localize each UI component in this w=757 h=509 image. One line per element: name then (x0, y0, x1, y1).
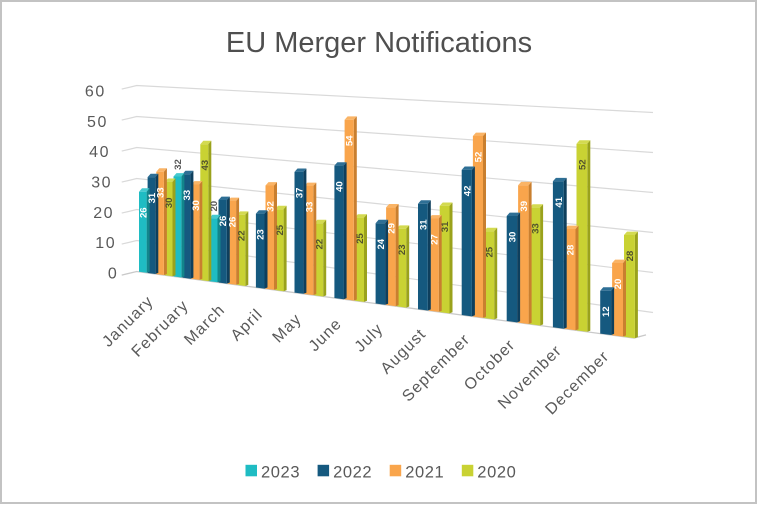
svg-text:2021: 2021 (405, 464, 444, 482)
svg-text:24: 24 (376, 238, 387, 249)
svg-text:37: 37 (295, 188, 306, 199)
svg-text:32: 32 (265, 201, 276, 212)
svg-text:20: 20 (93, 205, 114, 222)
svg-text:50: 50 (87, 114, 108, 131)
svg-text:2023: 2023 (261, 464, 300, 482)
svg-text:33: 33 (304, 202, 315, 213)
svg-text:0: 0 (108, 265, 119, 282)
svg-text:12: 12 (601, 306, 612, 317)
svg-text:54: 54 (345, 135, 356, 146)
svg-text:42: 42 (462, 186, 473, 197)
svg-text:20: 20 (613, 279, 624, 290)
svg-text:40: 40 (335, 181, 346, 192)
svg-text:22: 22 (237, 230, 248, 241)
svg-text:25: 25 (275, 224, 286, 235)
svg-text:2022: 2022 (333, 464, 372, 482)
svg-text:10: 10 (95, 235, 116, 252)
svg-text:30: 30 (191, 200, 202, 211)
svg-text:EU Merger Notifications: EU Merger Notifications (226, 27, 532, 59)
svg-text:28: 28 (566, 244, 577, 255)
svg-text:39: 39 (519, 201, 530, 212)
svg-text:25: 25 (355, 233, 366, 244)
svg-text:27: 27 (429, 234, 440, 245)
svg-text:30: 30 (164, 198, 175, 209)
svg-text:43: 43 (200, 160, 211, 171)
svg-text:33: 33 (530, 223, 541, 234)
svg-text:31: 31 (418, 219, 429, 230)
svg-text:25: 25 (485, 246, 496, 257)
svg-text:30: 30 (507, 232, 518, 243)
svg-text:41: 41 (554, 196, 565, 207)
svg-text:28: 28 (625, 250, 636, 261)
svg-text:26: 26 (227, 217, 238, 228)
svg-text:32: 32 (173, 159, 184, 170)
svg-text:23: 23 (397, 244, 408, 255)
svg-text:23: 23 (256, 229, 267, 240)
svg-text:33: 33 (182, 190, 193, 201)
svg-text:52: 52 (577, 159, 588, 170)
svg-text:26: 26 (138, 207, 149, 218)
svg-text:60: 60 (85, 84, 106, 101)
svg-text:52: 52 (473, 152, 484, 163)
svg-text:31: 31 (147, 192, 158, 203)
svg-text:29: 29 (386, 223, 397, 234)
svg-text:40: 40 (89, 144, 110, 161)
svg-text:33: 33 (156, 187, 167, 198)
svg-text:26: 26 (218, 216, 229, 227)
svg-text:30: 30 (91, 175, 112, 192)
svg-text:31: 31 (440, 221, 451, 232)
svg-text:22: 22 (314, 239, 325, 250)
svg-text:20: 20 (209, 201, 220, 212)
svg-text:2020: 2020 (477, 464, 516, 482)
